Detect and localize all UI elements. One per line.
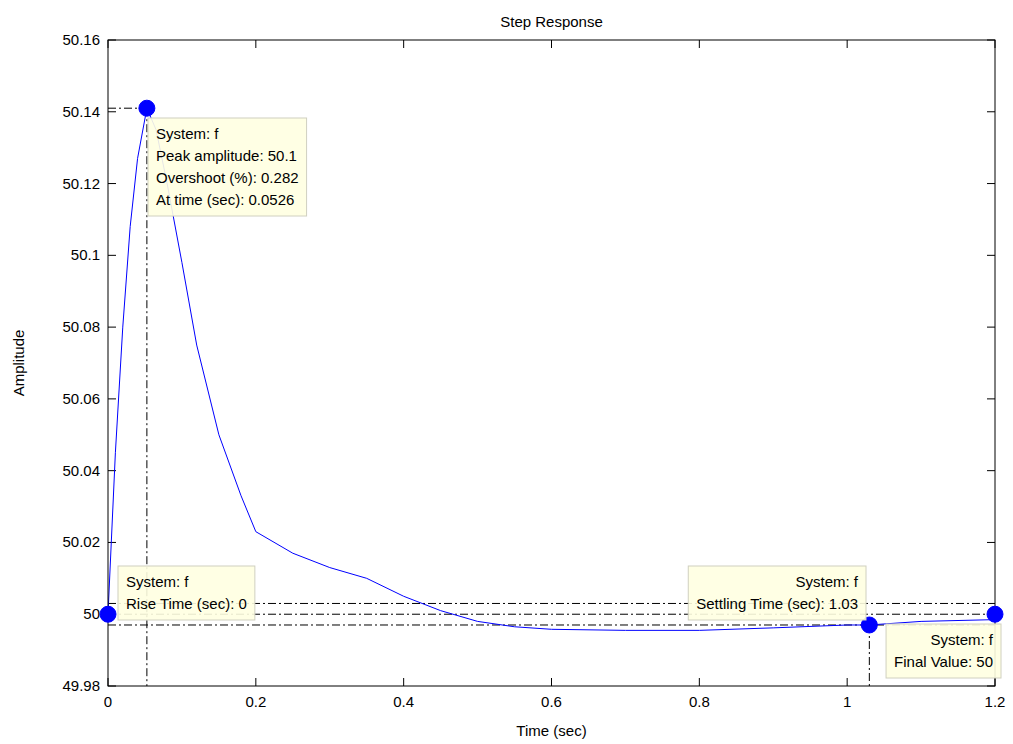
datatip-text: System: f xyxy=(795,573,858,590)
datatip-text: Final Value: 50 xyxy=(894,653,993,670)
datatip-text: System: f xyxy=(930,631,993,648)
datatip-box xyxy=(148,118,307,216)
background xyxy=(0,0,1013,744)
plot-area xyxy=(108,40,995,686)
datatip-box xyxy=(118,566,255,620)
datatip-text: System: f xyxy=(156,125,219,142)
datatip-marker[interactable] xyxy=(139,100,155,116)
datatip: System: f Peak amplitude: 50.1 Overshoot (… xyxy=(148,118,307,216)
ticks: 0 0.2 0.4 0.6 0.8 1 1.2 49.98 50 50.02 50.04 50.06 5… xyxy=(62,31,1005,710)
x-tick xyxy=(551,40,552,48)
y-tick-label: 50.02 xyxy=(62,533,100,550)
x-tick xyxy=(847,40,848,48)
x-tick xyxy=(403,678,404,686)
datatip: System: f Settling Time (sec): 1.03 xyxy=(688,566,866,620)
y-tick xyxy=(108,398,116,399)
settling-guide xyxy=(869,625,870,686)
x-axis-title: Time (sec) xyxy=(516,722,586,739)
chart: Step ResponseTime (sec)Amplitude00.20.40… xyxy=(0,0,1013,744)
y-tick xyxy=(987,398,995,399)
y-tick-label: 50 xyxy=(83,605,100,622)
y-tick xyxy=(108,327,116,328)
y-tick-label: 50.08 xyxy=(62,318,100,335)
x-tick-label: 1.2 xyxy=(985,693,1006,710)
y-tick xyxy=(987,327,995,328)
y-tick-label: 50.12 xyxy=(62,175,100,192)
y-tick xyxy=(108,255,116,256)
datatip-box xyxy=(688,566,866,620)
y-tick xyxy=(108,183,116,184)
y-tick-label: 50.16 xyxy=(62,31,100,48)
y-tick-label: 50.04 xyxy=(62,462,100,479)
x-tick-label: 0.4 xyxy=(393,693,414,710)
datatip-text: Rise Time (sec): 0 xyxy=(126,595,247,612)
step-line xyxy=(108,108,995,630)
y-axis-title: Amplitude xyxy=(10,330,27,397)
y-tick-label: 50.14 xyxy=(62,103,100,120)
annotation-markers xyxy=(100,100,1003,633)
datatip: System: f Final Value: 50 xyxy=(886,624,1001,678)
y-tick-label: 49.98 xyxy=(62,677,100,694)
x-tick-label: 0.6 xyxy=(541,693,562,710)
y-tick xyxy=(987,255,995,256)
datatip-marker[interactable] xyxy=(987,606,1003,622)
datatip: System: f Rise Time (sec): 0 xyxy=(118,566,255,620)
y-tick xyxy=(987,542,995,543)
y-tick-label: 50.06 xyxy=(62,390,100,407)
y-tick xyxy=(108,111,116,112)
reference-lines xyxy=(108,108,995,686)
title: Step Response xyxy=(500,13,603,30)
x-tick xyxy=(403,40,404,48)
y-tick-label: 50.1 xyxy=(71,246,100,263)
x-tick xyxy=(255,40,256,48)
y-tick xyxy=(987,183,995,184)
datatip-box xyxy=(886,624,1001,678)
x-tick xyxy=(847,678,848,686)
datatip-text: System: f xyxy=(126,573,189,590)
x-tick-label: 0.8 xyxy=(689,693,710,710)
x-tick xyxy=(255,678,256,686)
datatip-text: Peak amplitude: 50.1 xyxy=(156,147,297,164)
y-tick xyxy=(987,111,995,112)
datatip-text: Overshoot (%): 0.282 xyxy=(156,169,299,186)
datatip-text: Settling Time (sec): 1.03 xyxy=(696,595,858,612)
x-tick-label: 0.2 xyxy=(245,693,266,710)
frame xyxy=(108,40,995,686)
datatip-marker[interactable] xyxy=(100,606,116,622)
y-tick xyxy=(987,470,995,471)
series-group xyxy=(108,108,995,630)
x-tick xyxy=(699,678,700,686)
x-tick-label: 0 xyxy=(104,693,112,710)
x-tick-label: 1 xyxy=(843,693,851,710)
datatip-text: At time (sec): 0.0526 xyxy=(156,191,294,208)
x-tick xyxy=(699,40,700,48)
x-tick xyxy=(551,678,552,686)
y-tick xyxy=(108,542,116,543)
